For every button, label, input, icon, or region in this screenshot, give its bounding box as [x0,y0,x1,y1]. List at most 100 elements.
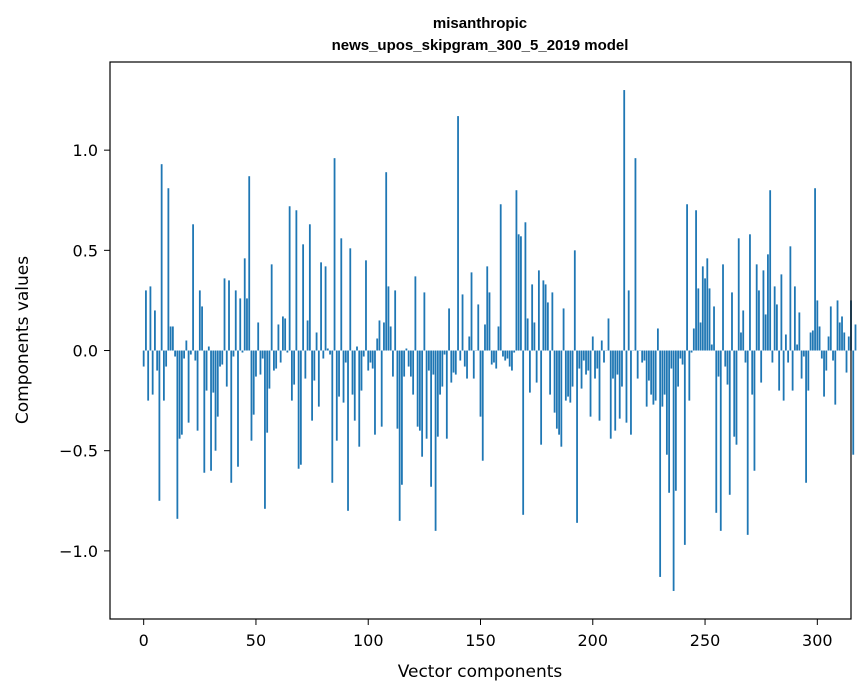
bar-272 [753,350,756,471]
bar-149 [477,304,480,351]
bar-9 [162,350,165,401]
bar-119 [409,350,412,377]
bar-164 [511,350,513,371]
bar-157 [495,350,498,369]
bar-55 [266,350,269,433]
bar-94 [353,350,356,421]
bar-180 [546,302,549,351]
bar-255 [715,350,718,513]
bar-230 [659,350,662,577]
bar-108 [385,172,388,351]
bar-145 [468,336,471,351]
chart-title-line-2: news_upos_skipgram_300_5_2019 model [332,37,629,54]
bar-310 [838,322,841,351]
bar-290 [793,286,796,351]
bar-19 [185,340,188,351]
bar-178 [542,280,545,351]
bar-189 [567,350,569,397]
bar-102 [371,350,374,369]
bar-63 [284,318,287,351]
bar-136 [448,308,450,351]
bar-245 [692,328,695,351]
bar-67 [293,350,296,385]
bar-171 [526,318,529,351]
bar-34 [219,350,221,367]
bar-162 [506,350,509,359]
bar-302 [820,350,823,359]
bar-266 [740,332,742,351]
bar-200 [591,336,594,351]
bar-1 [145,290,147,351]
bar-135 [445,350,448,439]
bar-183 [553,350,556,413]
bar-47 [248,176,251,351]
bar-97 [360,350,363,391]
bar-22 [192,224,194,351]
bar-50 [255,350,257,377]
bar-188 [564,350,567,401]
bar-122 [416,350,419,427]
bar-168 [520,236,522,351]
bar-202 [596,350,599,369]
bar-212 [618,350,621,419]
bar-127 [427,350,430,371]
bar-123 [418,350,421,431]
y-axis-label: Components values [13,256,33,424]
bar-75 [311,350,313,421]
bar-140 [457,116,459,351]
bar-250 [704,278,706,351]
x-tick-label: 300 [802,631,833,650]
bar-99 [365,260,367,351]
plot-frame [109,61,852,620]
bar-137 [450,350,453,383]
bar-177 [540,350,543,445]
bar-114 [398,350,401,521]
bar-214 [623,90,626,351]
bar-304 [825,350,828,371]
bar-33 [216,350,219,417]
bar-275 [760,350,763,383]
bar-252 [708,288,711,351]
bar-240 [681,350,684,365]
bar-192 [573,250,576,351]
x-tick-label: 50 [246,631,266,650]
bar-56 [268,350,271,389]
bar-27 [203,350,206,473]
bar-64 [286,350,289,353]
bar-234 [668,350,671,493]
bar-82 [326,348,329,351]
bar-223 [643,350,646,361]
bar-17 [180,350,183,435]
bar-236 [672,350,675,591]
bar-72 [304,350,307,379]
bar-21 [189,350,192,355]
bar-227 [652,350,655,405]
bar-129 [432,350,435,375]
bar-142 [461,294,464,351]
bar-93 [351,350,354,395]
bar-173 [531,284,534,351]
bar-311 [841,316,843,351]
bar-231 [661,350,664,407]
bar-14 [174,350,177,357]
bar-184 [555,350,558,429]
bar-292 [798,312,801,351]
bar-86 [335,350,338,441]
bar-51 [257,322,260,351]
bar-139 [454,350,457,375]
bar-247 [697,288,700,351]
bar-167 [517,234,520,351]
bar-277 [764,314,767,351]
bar-278 [767,254,769,351]
bar-289 [791,350,794,391]
bar-131 [436,350,439,437]
bar-176 [537,270,540,351]
bar-293 [800,350,803,379]
bar-294 [802,350,805,357]
bar-297 [809,332,812,351]
bar-191 [571,350,574,387]
bar-41 [234,290,237,351]
bar-0 [142,350,145,367]
bar-253 [710,344,713,351]
bar-296 [807,350,810,391]
